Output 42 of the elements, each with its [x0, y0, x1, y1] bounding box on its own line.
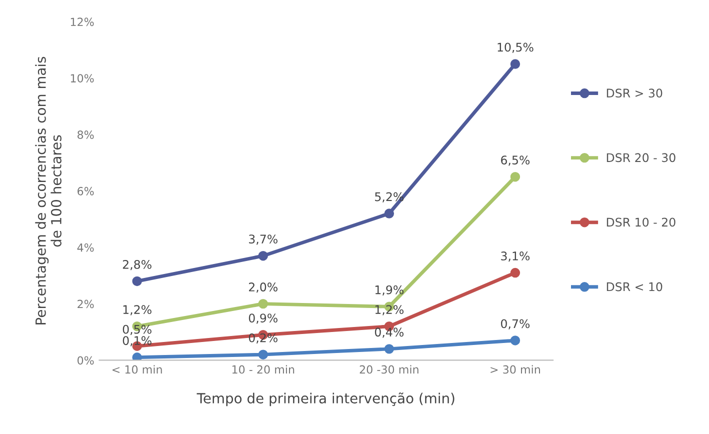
y-axis-title: Percentagem de ocorrencias com mais de 100 hectares [35, 56, 62, 324]
point [132, 276, 142, 286]
x-axis-title: Tempo de primeira intervenção (min) [196, 392, 454, 406]
data-label: 2,0% [248, 282, 278, 293]
y-tick-label: 6% [78, 186, 94, 196]
legend-label: DSR 20 - 30 [606, 153, 676, 162]
point [510, 336, 520, 346]
point [510, 268, 520, 278]
data-label: 1,9% [375, 285, 404, 296]
legend-label: DSR > 30 [606, 88, 662, 98]
data-label: 1,2% [375, 305, 404, 316]
data-label: 6,5% [501, 156, 530, 166]
data-label: 1,2% [123, 305, 152, 316]
point [510, 172, 520, 182]
point [258, 298, 268, 309]
x-tick-label: 10 - 20 min [232, 365, 294, 374]
y-tick-label: 0% [78, 356, 94, 365]
legend-label: DSR 10 - 20 [606, 218, 676, 227]
point [384, 344, 394, 354]
x-tick-label: > 30 min [490, 365, 540, 374]
y-tick-label: 8% [78, 130, 94, 139]
x-tick-label: < 10 min [112, 365, 162, 374]
y-tick-label: 4% [77, 243, 94, 252]
x-tick-label: 20 -30 min [360, 365, 418, 374]
point [258, 250, 268, 261]
data-label: 0,4% [374, 328, 404, 338]
y-tick-label: 2% [78, 300, 94, 308]
point [384, 208, 394, 218]
data-label: 0,9% [248, 314, 278, 324]
y-tick-label: 12% [70, 18, 94, 26]
data-label: 0,5% [122, 324, 152, 335]
data-label: 3,1% [501, 252, 530, 262]
legend-label: DSR < 10 [606, 282, 662, 292]
data-label: 2,8% [122, 260, 152, 270]
data-label: 0,1% [122, 336, 152, 346]
y-tick-label: 10% [70, 74, 94, 82]
point [132, 352, 142, 360]
data-label: 0,7% [500, 319, 530, 330]
data-label: 10,5% [498, 42, 534, 53]
point [510, 59, 520, 69]
data-label: 3,7% [249, 234, 278, 245]
point [258, 350, 268, 360]
